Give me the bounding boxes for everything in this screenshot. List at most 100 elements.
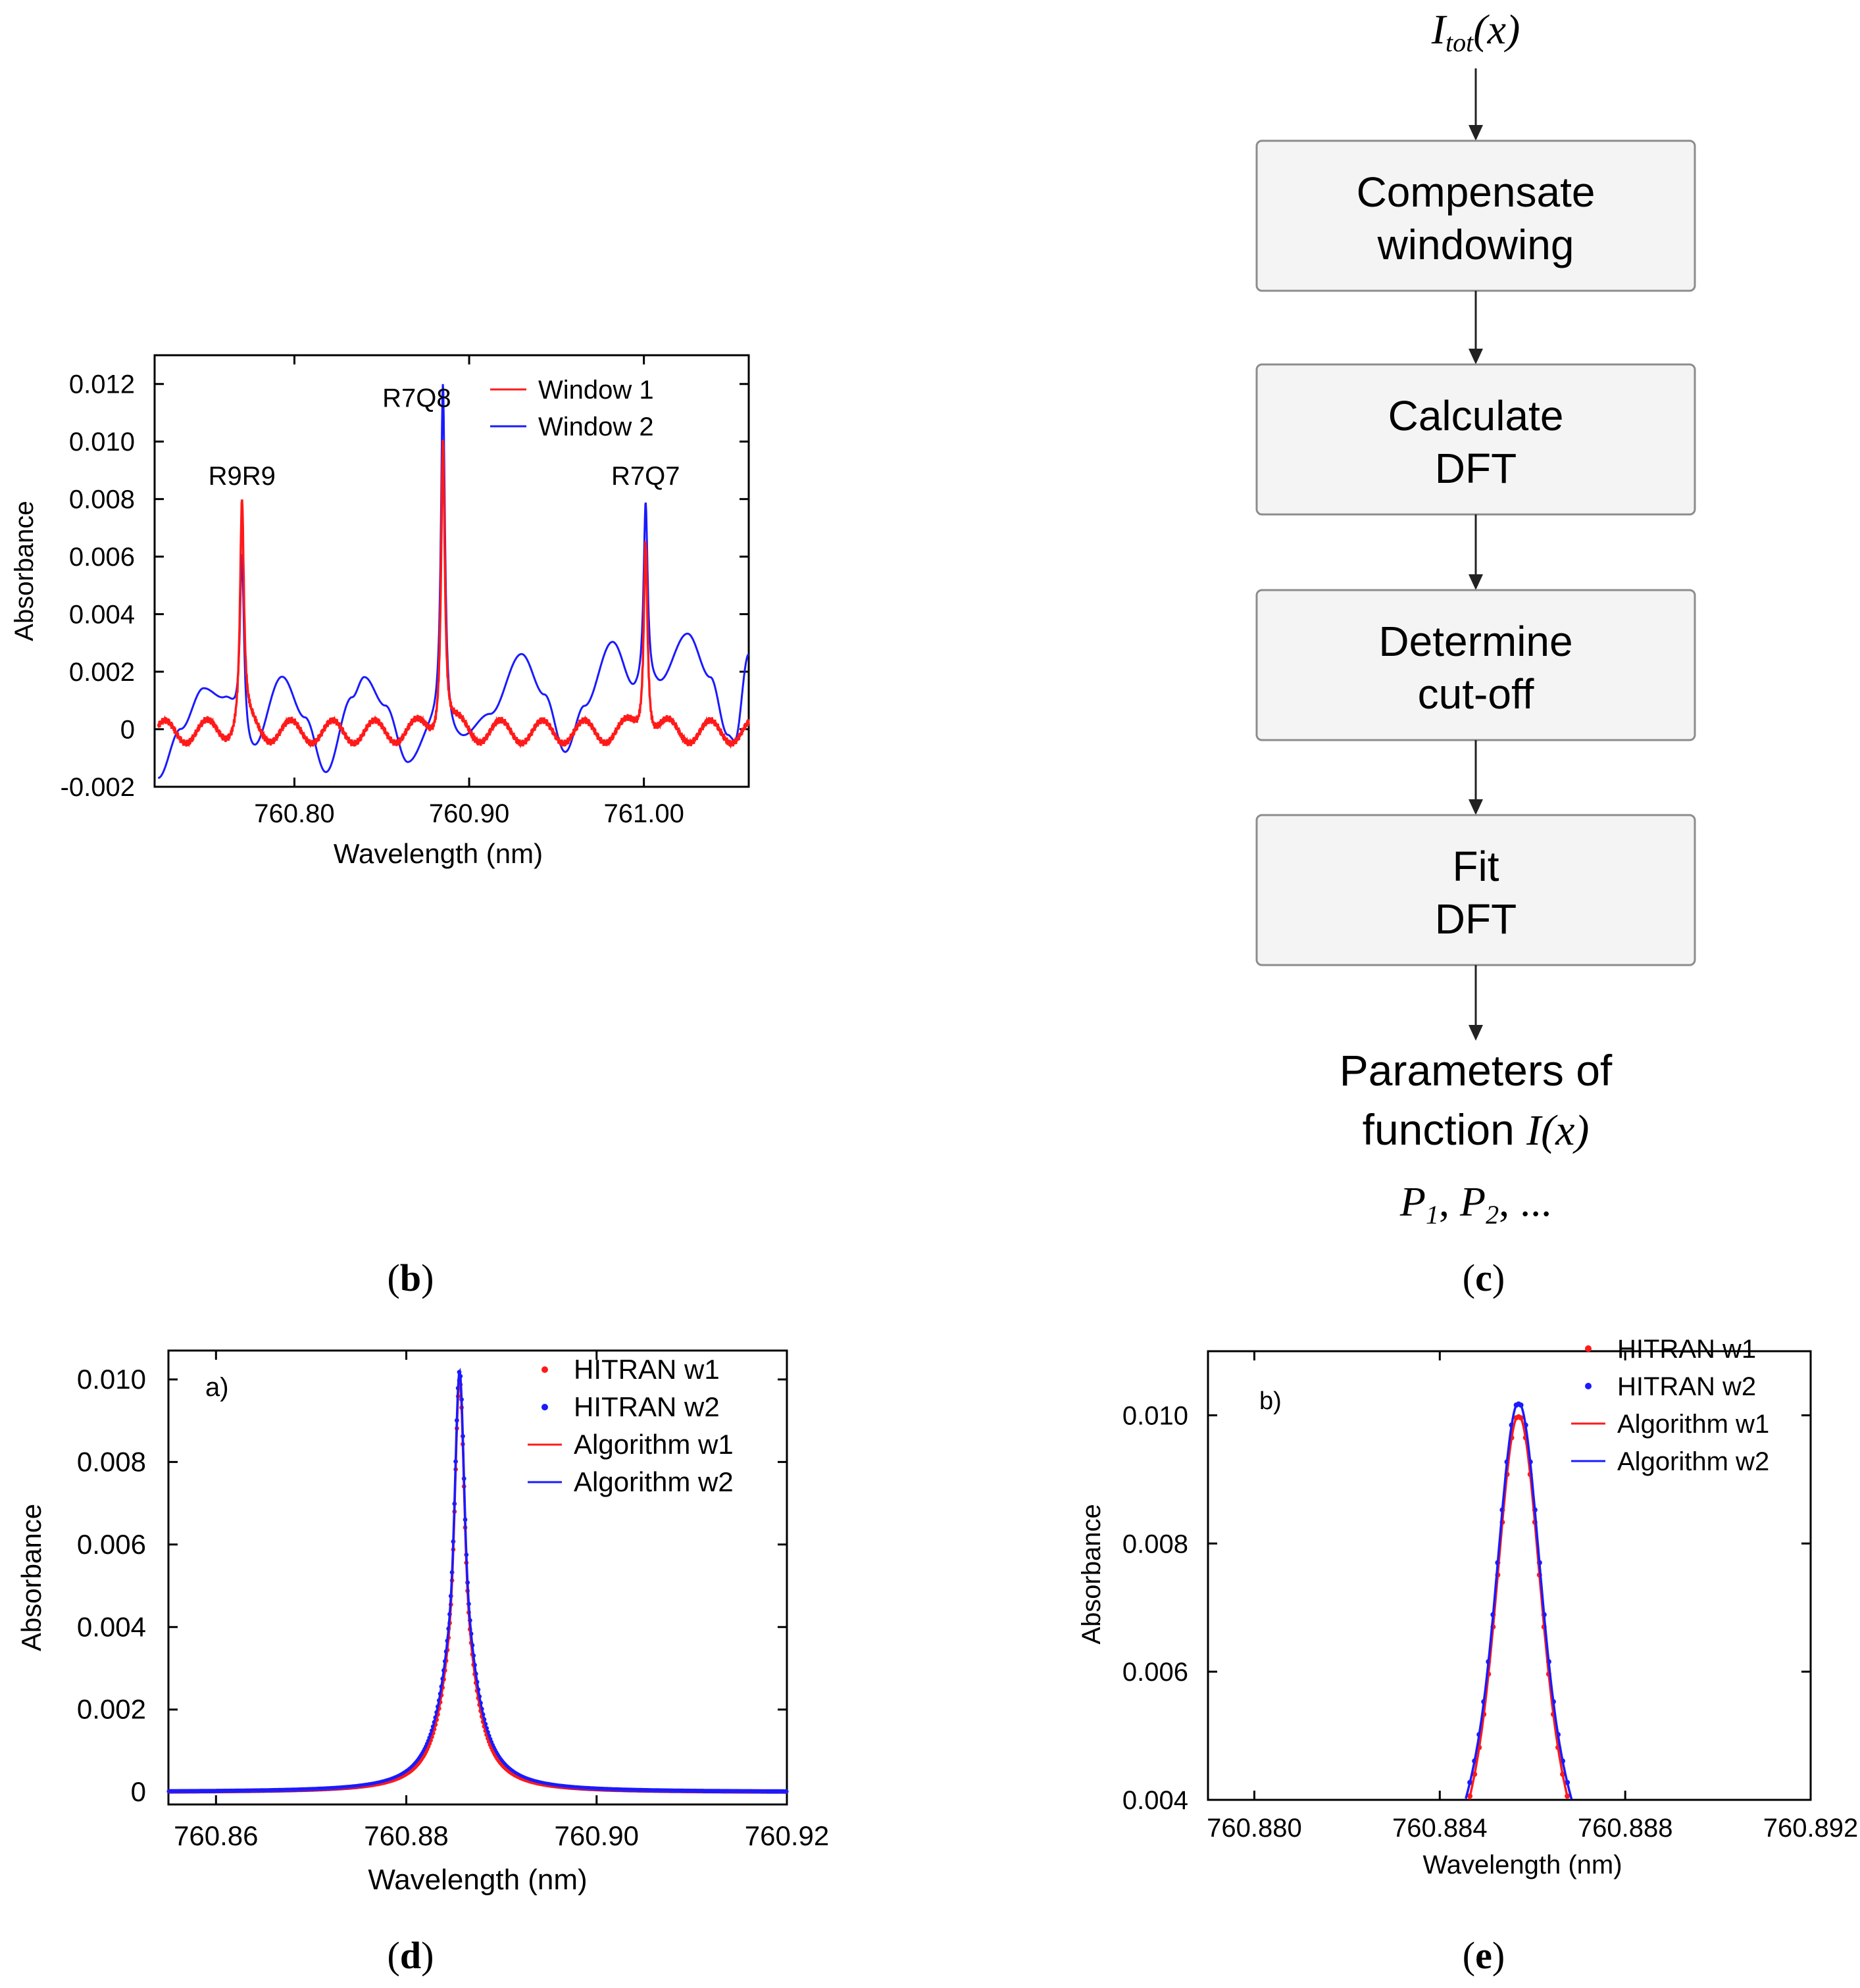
y-tick-label: 0.008 bbox=[69, 485, 135, 514]
series-marks bbox=[166, 1368, 789, 1794]
panel-label: a) bbox=[205, 1373, 229, 1402]
legend-swatch bbox=[541, 1404, 548, 1410]
y-tick-label: 0.002 bbox=[69, 658, 135, 687]
flow-output-line2: function I(x) bbox=[1363, 1105, 1590, 1155]
caption-c-letter: c bbox=[1475, 1256, 1492, 1299]
flow-arrowhead bbox=[1469, 349, 1483, 364]
caption-b: (b) bbox=[388, 1256, 434, 1299]
caption-c: (c) bbox=[1463, 1256, 1505, 1299]
flow-output-function-word: function bbox=[1363, 1105, 1527, 1154]
caption-e: (e) bbox=[1463, 1934, 1505, 1977]
flow-input-var: I bbox=[1431, 6, 1447, 53]
x-tick-label: 760.888 bbox=[1578, 1814, 1673, 1843]
flow-arrowhead bbox=[1469, 574, 1483, 590]
legend-label: Algorithm w2 bbox=[574, 1466, 734, 1497]
legend-label: Window 1 bbox=[538, 376, 654, 405]
x-axis-label: Wavelength (nm) bbox=[334, 838, 543, 869]
series-algorithm-w1-line bbox=[1468, 1414, 1569, 1800]
panel-e-chart: 0.004 0.006 0.008 0.010 760.880 760.884 760.8… bbox=[1077, 1335, 1858, 1879]
caption-b-text: (b) bbox=[388, 1256, 434, 1299]
caption-d: (d) bbox=[388, 1934, 434, 1977]
flow-arrowhead bbox=[1469, 1025, 1483, 1041]
plot-frame bbox=[167, 1349, 788, 1806]
flow-arrowhead bbox=[1469, 125, 1483, 141]
x-tick-label: 760.88 bbox=[364, 1820, 448, 1851]
x-tick-labels: 760.86 760.88 760.90 760.92 bbox=[174, 1820, 829, 1851]
legend-swatch bbox=[541, 1366, 548, 1373]
flow-step-line1: Compensate bbox=[1357, 168, 1596, 216]
flow-step-line2: windowing bbox=[1377, 221, 1574, 268]
x-tick-label: 760.90 bbox=[429, 799, 509, 828]
panel-c-flowchart: Itot(x) Compensate windowing Calculate DFT D… bbox=[1255, 6, 1696, 1230]
x-tick-label: 760.86 bbox=[174, 1820, 258, 1851]
flow-output-line1: Parameters of bbox=[1340, 1046, 1613, 1095]
param-p2-sub: 2 bbox=[1486, 1200, 1499, 1230]
x-tick-label: 760.892 bbox=[1763, 1814, 1859, 1843]
y-tick-label: 0.004 bbox=[1122, 1786, 1188, 1815]
plot-frame bbox=[153, 354, 750, 788]
y-axis-label: Absorbance bbox=[16, 1504, 47, 1651]
y-tick-labels: -0.002 0 0.002 0.004 0.006 0.008 0.010 0.012 bbox=[61, 370, 135, 802]
legend: HITRAN w1 HITRAN w2 Algorithm w1 Algorithm … bbox=[528, 1354, 734, 1497]
x-tick-label: 760.880 bbox=[1207, 1814, 1302, 1843]
y-axis-label: Absorbance bbox=[1077, 1504, 1106, 1644]
panel-b-chart: -0.002 0 0.002 0.004 0.006 0.008 0.010 0.012 76… bbox=[10, 354, 750, 869]
caption-b-letter: b bbox=[400, 1256, 421, 1299]
y-tick-label: 0.004 bbox=[77, 1611, 146, 1642]
y-axis-label: Absorbance bbox=[10, 501, 39, 641]
tick-marks bbox=[1208, 1351, 1812, 1801]
legend-label: Algorithm w1 bbox=[574, 1429, 734, 1460]
flow-step-line2: cut-off bbox=[1418, 670, 1534, 718]
legend: HITRAN w1 HITRAN w2 Algorithm w1 Algorithm … bbox=[1571, 1335, 1769, 1476]
y-tick-label: 0.010 bbox=[69, 428, 135, 457]
y-tick-label: 0.008 bbox=[1122, 1529, 1188, 1558]
series-marks bbox=[1465, 1401, 1573, 1800]
caption-d-text: (d) bbox=[388, 1934, 434, 1977]
y-tick-label: 0.012 bbox=[69, 370, 135, 399]
x-tick-label: 760.80 bbox=[254, 799, 334, 828]
y-tick-labels: 0.004 0.006 0.008 0.010 bbox=[1122, 1401, 1188, 1815]
flow-output-params: P1, P2, ... bbox=[1399, 1178, 1551, 1230]
y-tick-labels: 0 0.002 0.004 0.006 0.008 0.010 bbox=[77, 1364, 146, 1807]
y-tick-label: 0.010 bbox=[77, 1364, 146, 1395]
flow-step-line2: DFT bbox=[1435, 895, 1517, 943]
flow-step-line1: Calculate bbox=[1388, 392, 1564, 439]
legend-label: HITRAN w2 bbox=[574, 1391, 720, 1422]
peak-label: R9R9 bbox=[209, 462, 276, 491]
y-tick-label: 0.010 bbox=[1122, 1401, 1188, 1430]
caption-e-text: (e) bbox=[1463, 1934, 1505, 1977]
series-algorithm-w2-line bbox=[168, 1368, 787, 1793]
flow-steps: Compensate windowing Calculate DFT Determine… bbox=[1255, 68, 1696, 1041]
y-tick-label: 0 bbox=[131, 1776, 146, 1807]
legend-label: HITRAN w1 bbox=[1617, 1335, 1756, 1364]
series-window-2-line bbox=[158, 384, 749, 780]
legend-swatch bbox=[1585, 1383, 1592, 1389]
x-tick-label: 760.92 bbox=[745, 1820, 829, 1851]
param-p1: P bbox=[1399, 1178, 1426, 1225]
panel-label: b) bbox=[1259, 1387, 1282, 1415]
param-p1-sub: 1 bbox=[1426, 1200, 1439, 1230]
flow-step-line1: Determine bbox=[1378, 618, 1572, 665]
legend-label: HITRAN w1 bbox=[574, 1354, 720, 1385]
y-tick-label: 0.004 bbox=[69, 601, 135, 630]
param-sep: , bbox=[1439, 1178, 1460, 1225]
y-tick-label: 0.006 bbox=[77, 1529, 146, 1560]
caption-e-letter: e bbox=[1475, 1934, 1492, 1977]
series-window-1-line bbox=[157, 439, 750, 749]
x-tick-labels: 760.80 760.90 761.00 bbox=[254, 799, 684, 828]
y-tick-label: 0.008 bbox=[77, 1446, 146, 1477]
y-tick-label: 0 bbox=[120, 716, 135, 745]
y-tick-label: 0.006 bbox=[1122, 1658, 1188, 1687]
peak-label: R7Q8 bbox=[382, 384, 451, 413]
legend-label: Window 2 bbox=[538, 412, 654, 441]
legend-label: Algorithm w1 bbox=[1617, 1410, 1769, 1439]
legend-label: Algorithm w2 bbox=[1617, 1447, 1769, 1476]
flow-step-line1: Fit bbox=[1452, 843, 1499, 890]
legend-label: HITRAN w2 bbox=[1617, 1372, 1756, 1401]
y-tick-label: 0.006 bbox=[69, 543, 135, 572]
series-algorithm-w2-line bbox=[1465, 1401, 1573, 1800]
x-tick-label: 760.884 bbox=[1392, 1814, 1488, 1843]
flow-input-sub: tot bbox=[1445, 28, 1474, 57]
